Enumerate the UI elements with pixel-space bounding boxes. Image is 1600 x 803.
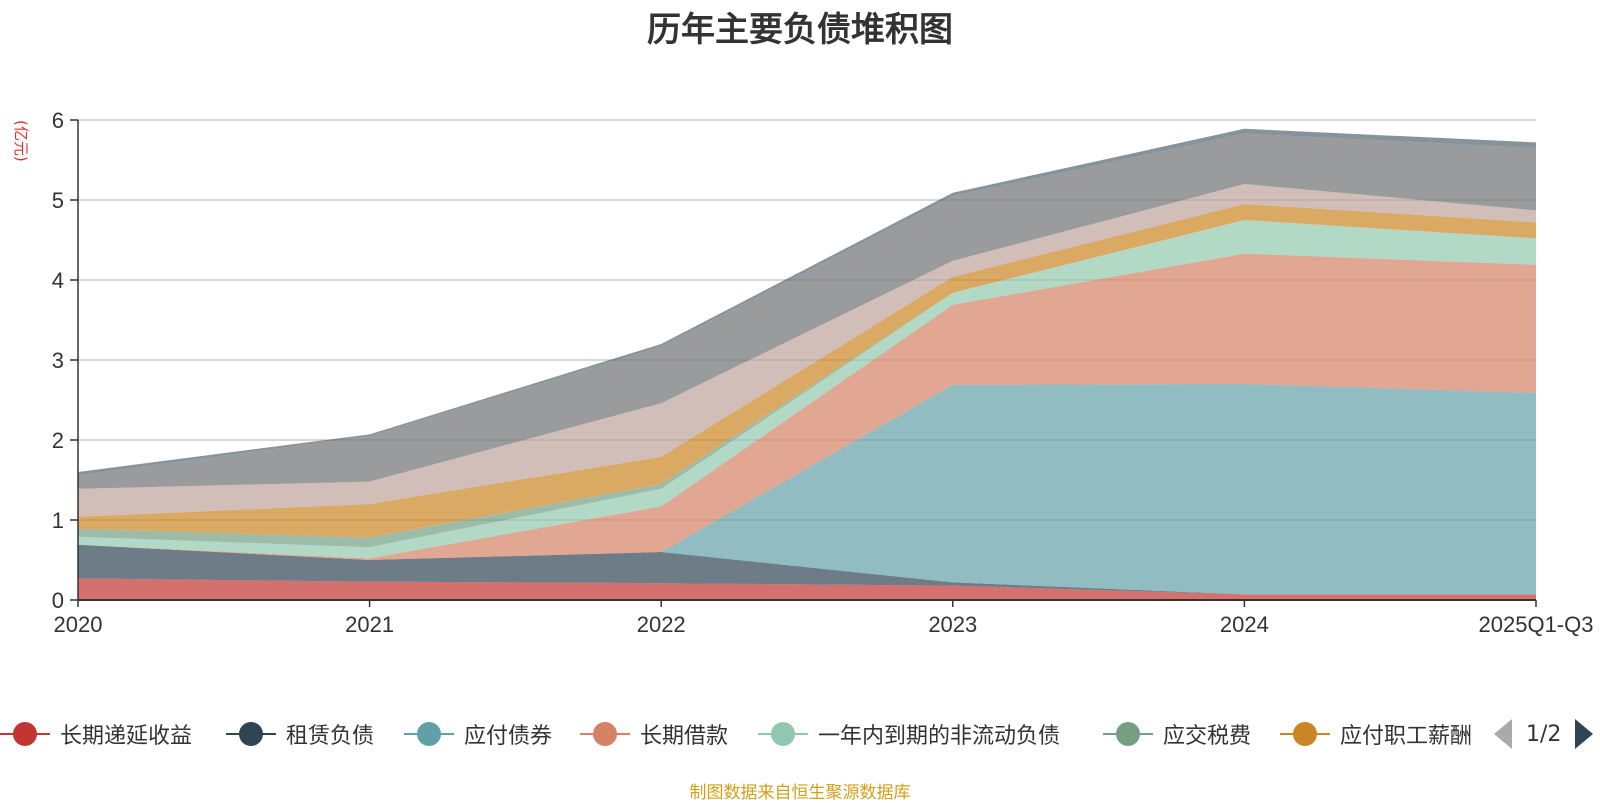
y-tick-label: 0 [52,588,64,613]
legend-marker-icon [1103,721,1153,747]
legend-item[interactable]: 长期递延收益 [0,714,192,754]
legend-next-arrow-icon[interactable] [1575,719,1594,749]
legend-marker-icon [580,721,630,747]
area-series-8[interactable] [78,133,1536,489]
area-series-1[interactable] [78,544,1536,595]
legend-label: 租赁负债 [286,724,375,749]
legend: 长期递延收益 租赁负债 应付债券 长期借款 一年内到期的非流动负债 应交税费 应付职工薪酬 [0,714,1600,754]
area-series-3[interactable] [78,253,1536,560]
legend-marker-icon [758,721,808,747]
legend-label: 长期借款 [640,724,729,749]
legend-item[interactable]: 长期借款 [580,714,728,754]
y-tick-label: 5 [52,188,64,213]
legend-item[interactable]: 应付职工薪酬 [1280,714,1472,754]
x-tick-label: 2021 [345,612,394,637]
area-series-0[interactable] [78,578,1536,600]
x-tick-label: 2023 [928,612,977,637]
area-series-2[interactable] [78,384,1536,595]
x-tick-label: 2024 [1220,612,1269,637]
legend-marker-icon [0,721,50,747]
legend-marker-icon [404,721,454,747]
y-tick-label: 6 [52,108,64,133]
data-source-note: 制图数据来自恒生聚源数据库 [689,783,911,803]
y-tick-label: 2 [52,428,64,453]
legend-marker-icon [226,721,276,747]
x-tick-label: 2025Q1-Q3 [1479,612,1594,637]
legend-label: 一年内到期的非流动负债 [818,724,1061,749]
legend-item[interactable]: 租赁负债 [226,714,374,754]
y-tick-label: 3 [52,348,64,373]
x-tick-label: 2022 [637,612,686,637]
legend-marker-icon [1280,721,1330,747]
area-series-7[interactable] [78,184,1536,517]
y-axis-unit: (亿元) [12,120,30,162]
legend-item[interactable]: 应付债券 [404,714,552,754]
x-tick-label: 2020 [54,612,103,637]
y-tick-label: 1 [52,508,64,533]
legend-item[interactable]: 应交税费 [1103,714,1251,754]
legend-page-indicator: 1/2 [1526,721,1562,747]
area-series-6[interactable] [78,204,1536,538]
y-tick-label: 4 [52,268,64,293]
legend-label: 长期递延收益 [60,724,193,749]
legend-pager: 1/2 [1494,714,1594,754]
legend-label: 应交税费 [1163,724,1252,749]
chart-title: 历年主要负债堆积图 [647,10,953,50]
legend-prev-arrow-icon[interactable] [1494,719,1512,749]
area-series-4[interactable] [78,220,1536,559]
legend-label: 应付职工薪酬 [1340,724,1473,749]
legend-label: 应付债券 [464,724,553,749]
legend-item[interactable]: 一年内到期的非流动负债 [758,714,1060,754]
